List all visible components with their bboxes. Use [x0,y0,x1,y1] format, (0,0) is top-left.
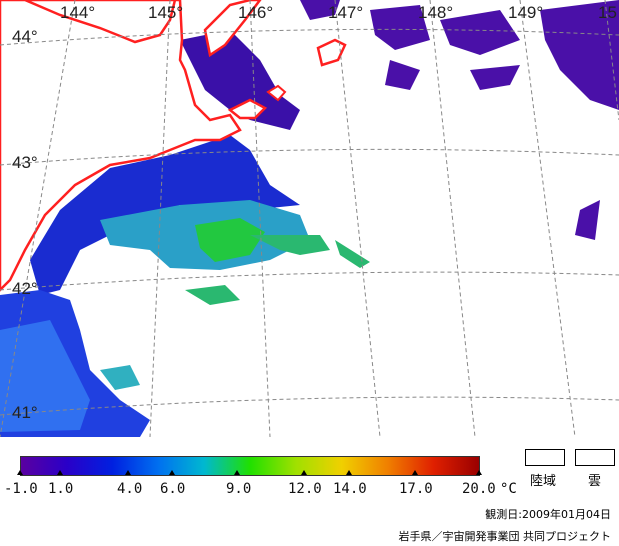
sst-purple-patches [300,0,619,240]
temperature-colorbar [20,456,480,476]
nemuro-peninsula [227,98,268,120]
lat-label-43: 43° [12,153,38,172]
longitude-labels: 144° 145° 146° 147° 148° 149° 15 [60,3,617,22]
lat-label-41: 41° [12,403,38,422]
tick-label: 1.0 [48,481,74,497]
cloud-legend-swatch [575,449,615,466]
latitude-labels: 44° 43° 42° 41° [12,27,38,422]
tick-mark [476,470,482,475]
kunashiri-island [203,0,262,58]
tick-label: 20.0 [462,481,496,497]
hokkaido-land [0,0,242,292]
lon-label-147: 147° [328,3,363,22]
graticule [0,0,619,437]
shikotan-island [316,38,347,67]
tick-mark [125,470,131,475]
sst-green-region [195,218,265,262]
tick-label: 14.0 [333,481,367,497]
credit-text: 岩手県／宇宙開発事業団 共同プロジェクト [398,530,612,543]
tick-label: 4.0 [117,481,143,497]
lat-label-42: 42° [12,279,38,298]
sst-specks [185,235,370,305]
cloud-legend-label: 雲 [588,474,602,489]
sst-teal-south [100,365,140,390]
tick-mark [412,470,418,475]
sst-map: 144° 145° 146° 147° 148° 149° 15 44° 43°… [0,0,619,437]
lon-label-146: 146° [238,3,273,22]
tick-mark [346,470,352,475]
observation-date: 観測日:2009年01月04日 [485,508,611,521]
land-legend-swatch [525,449,565,466]
sst-regions [0,0,619,437]
lat-label-44: 44° [12,27,38,46]
tick-mark [301,470,307,475]
tick-mark [234,470,240,475]
sst-blue-coast [30,135,300,295]
lon-label-150: 15 [598,3,617,22]
lon-label-145: 145° [148,3,183,22]
tick-label: -1.0 [4,481,38,497]
habomai-island [266,84,287,102]
land-legend-label: 陸域 [530,474,557,489]
lon-label-144: 144° [60,3,95,22]
sst-blue-south-light [0,320,90,432]
land-areas [0,0,347,292]
lon-label-148: 148° [418,3,453,22]
tick-label: 9.0 [226,481,252,497]
tick-label: 12.0 [288,481,322,497]
tick-mark [169,470,175,475]
tick-mark [17,470,23,475]
tick-label: 6.0 [160,481,186,497]
tick-label: 17.0 [399,481,433,497]
unit-label: °C [500,481,517,497]
tick-mark [57,470,63,475]
lon-label-149: 149° [508,3,543,22]
